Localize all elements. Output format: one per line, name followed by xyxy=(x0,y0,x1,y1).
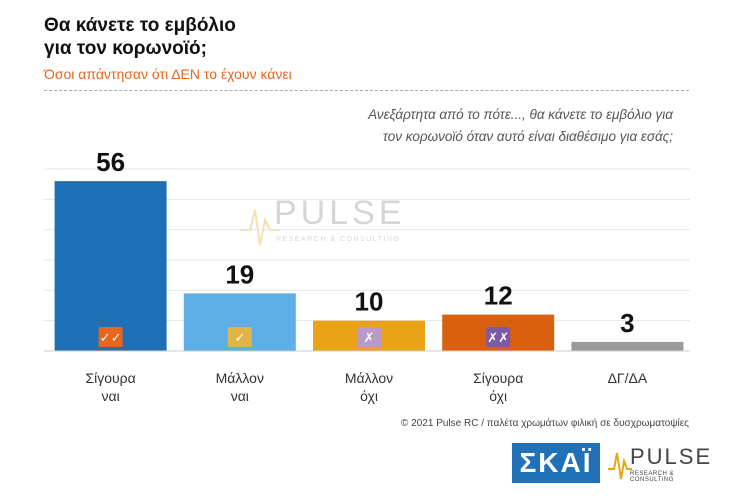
badge-icon: ✗✗ xyxy=(487,331,509,346)
survey-question: Ανεξάρτητα από το πότε..., θα κάνετε το … xyxy=(253,104,673,148)
bar-value-label: 19 xyxy=(225,259,254,289)
category-label: Μάλλον xyxy=(345,370,393,386)
skai-logo: ΣΚΑΪ xyxy=(512,443,600,483)
chart-title-line-1: Θα κάνετε το εμβόλιο xyxy=(44,15,236,36)
category-label: ναι xyxy=(231,388,249,404)
category-label: όχι xyxy=(489,388,507,404)
bar xyxy=(54,181,167,351)
bar-chart: 56 ✓✓ Σίγουρα ναι 19 ✓ Μάλλον ναι 10 ✗ Μάλλον όχι 12… xyxy=(44,147,690,404)
category-label: Σίγουρα xyxy=(85,370,135,386)
bar-value-label: 10 xyxy=(355,287,384,317)
survey-question-line-1: Ανεξάρτητα από το πότε..., θα κάνετε το … xyxy=(368,107,673,122)
badge-box xyxy=(486,327,511,347)
chart-title-line-2: για τον κορωνοϊό; xyxy=(44,38,207,59)
chart-title: Θα κάνετε το εμβόλιο για τον κορωνοϊό; xyxy=(44,14,236,60)
pulse-logo-wave-icon xyxy=(608,452,632,480)
category-label: Σίγουρα xyxy=(473,370,523,386)
bar-value-label: 56 xyxy=(96,147,125,177)
badge-box xyxy=(98,327,123,347)
badge-box xyxy=(357,327,381,347)
badge-box xyxy=(227,327,252,347)
survey-question-line-2: τον κορωνοϊό όταν αυτό είναι διαθέσιμο γ… xyxy=(382,129,673,144)
category-label: Μάλλον xyxy=(216,370,264,386)
category-label: ΔΓ/ΔΑ xyxy=(608,370,648,386)
copyright-note: © 2021 Pulse RC / παλέτα χρωμάτων φιλική… xyxy=(401,418,689,429)
badge-icon: ✓✓ xyxy=(100,331,122,346)
watermark-text: PULSE xyxy=(274,194,406,232)
bar-value-label: 3 xyxy=(620,308,634,338)
pulse-watermark: PULSE RESEARCH & CONSULTING xyxy=(240,194,420,256)
header-divider xyxy=(44,90,689,91)
pulse-logo-subtext: RESEARCH & CONSULTING xyxy=(630,471,675,483)
badge-icon: ✗ xyxy=(364,331,375,346)
category-label: όχι xyxy=(360,388,378,404)
watermark-subtext: RESEARCH & CONSULTING xyxy=(276,236,401,243)
bar xyxy=(571,341,684,351)
pulse-logo: PULSE RESEARCH & CONSULTING xyxy=(608,443,720,485)
chart-subtitle: Όσοι απάντησαν ότι ΔΕΝ το έχουν κάνει xyxy=(44,66,292,82)
bar-value-label: 12 xyxy=(484,281,513,311)
category-label: ναι xyxy=(101,388,119,404)
pulse-logo-text: PULSE xyxy=(630,444,713,469)
badge-icon: ✓ xyxy=(234,331,245,346)
